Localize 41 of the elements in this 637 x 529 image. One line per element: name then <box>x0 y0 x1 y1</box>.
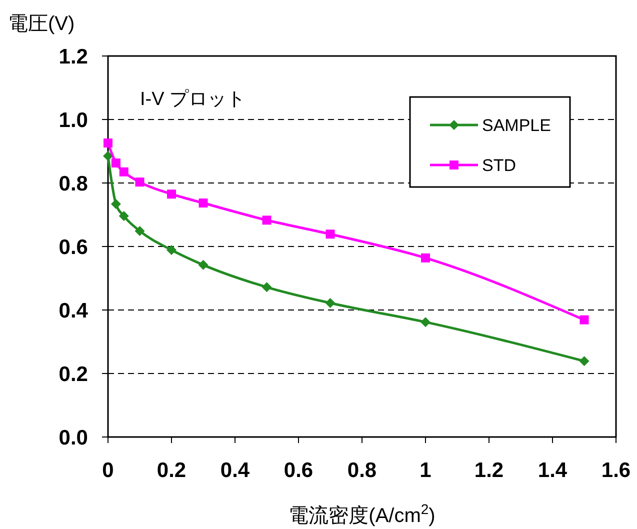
point <box>198 260 208 270</box>
y-tick-label: 0.0 <box>58 426 88 450</box>
y-tick-label: 1.2 <box>58 45 88 68</box>
y-tick-label: 1.0 <box>58 108 88 132</box>
point <box>198 198 208 208</box>
annotation: I-V プロット <box>140 89 246 110</box>
point <box>135 178 144 187</box>
x-tick-label: 1.4 <box>538 459 568 482</box>
point <box>104 138 112 148</box>
point <box>166 244 176 255</box>
point <box>110 198 121 209</box>
x-tick-label: 0.2 <box>156 459 186 482</box>
point <box>118 211 129 222</box>
y-tick-label: 0.4 <box>58 299 88 322</box>
x-tick-label: 0 <box>102 459 114 482</box>
x-tick-label: 0.4 <box>220 459 250 482</box>
point <box>262 282 272 292</box>
x-tick-label: 1.2 <box>474 459 504 482</box>
legend-label: SAMPLE <box>482 116 551 135</box>
point <box>134 226 145 236</box>
point <box>579 356 590 366</box>
x-tick-label: 1.6 <box>601 459 631 482</box>
point <box>262 216 272 225</box>
point <box>103 151 113 162</box>
point <box>421 253 430 262</box>
x-tick-label: 0.8 <box>347 459 377 482</box>
point <box>111 158 120 168</box>
legend-label: STD <box>482 156 516 175</box>
point <box>580 315 589 324</box>
point <box>167 190 176 199</box>
point <box>420 317 430 328</box>
point <box>119 167 128 176</box>
x-axis-title: 電流密度(A/cm$^{2}$) <box>288 501 436 527</box>
y-tick-label: 0.2 <box>58 362 88 386</box>
y-axis-title: 電圧(V) <box>8 13 75 35</box>
x-tick-label: 1 <box>420 459 432 482</box>
y-tick-label: 0.6 <box>58 236 88 259</box>
y-tick-label: 0.8 <box>58 172 88 196</box>
x-tick-label: 0.6 <box>284 459 314 482</box>
point <box>325 298 336 308</box>
point <box>326 230 335 239</box>
